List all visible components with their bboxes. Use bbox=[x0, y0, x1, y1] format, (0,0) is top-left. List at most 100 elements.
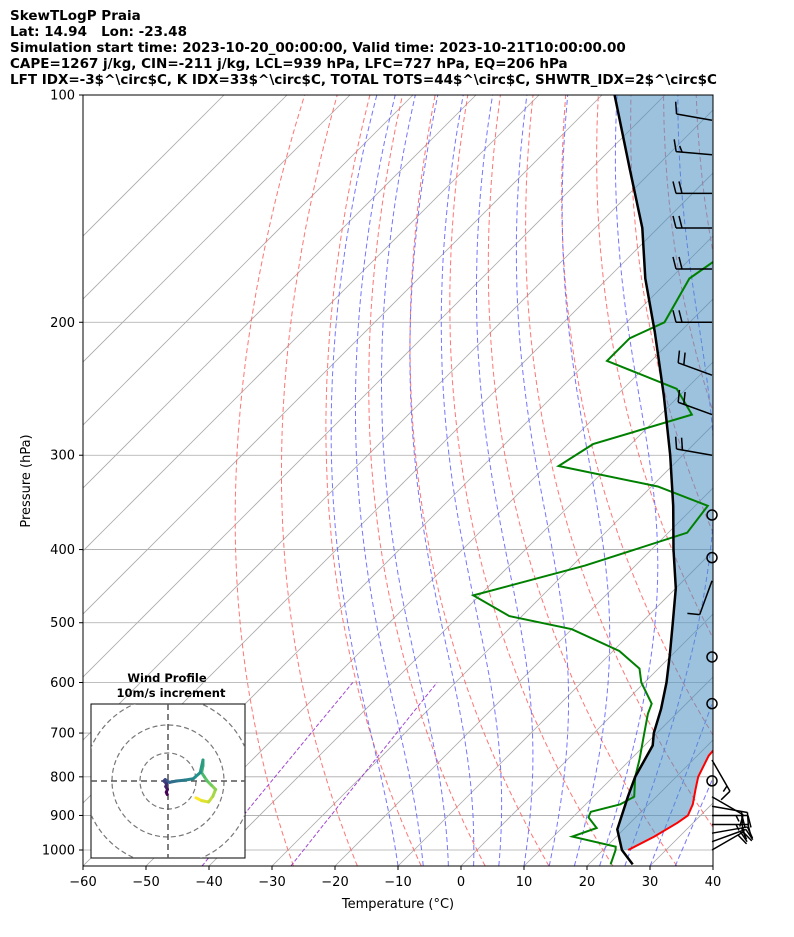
x-axis-ticks: −60 −50 −40 −30 −20 −10 0 10 20 30 40 bbox=[69, 866, 721, 890]
x-axis-label: Temperature (°C) bbox=[341, 897, 454, 912]
wind-barb bbox=[672, 310, 712, 324]
isotherm-line bbox=[83, 95, 540, 552]
isotherm-line bbox=[397, 550, 713, 866]
x-tick-label: −40 bbox=[195, 875, 222, 890]
isotherm-line bbox=[334, 487, 713, 866]
moist-adiabat-line bbox=[354, 95, 424, 866]
dry-adiabat-line bbox=[596, 95, 713, 640]
hodograph-title: Wind Profile bbox=[127, 671, 207, 685]
parcel-line bbox=[613, 95, 678, 866]
mixing-ratio-line bbox=[290, 682, 438, 866]
dewpoint-line bbox=[470, 260, 713, 865]
hodograph-trace-segment bbox=[164, 790, 169, 796]
wind-barb-staff bbox=[698, 580, 713, 615]
wind-barb-flag bbox=[677, 350, 681, 363]
x-tick-label: 40 bbox=[705, 875, 722, 890]
isotherm-line bbox=[712, 865, 713, 866]
wind-barb-flag bbox=[747, 824, 752, 837]
wind-barb-flag bbox=[678, 181, 683, 194]
cin-area bbox=[614, 95, 713, 850]
moist-adiabat-line bbox=[476, 95, 534, 866]
plot-area bbox=[83, 95, 794, 866]
wind-barb bbox=[672, 181, 712, 195]
wind-barb-flag bbox=[674, 101, 678, 115]
y-tick-label: 100 bbox=[50, 89, 75, 104]
wind-barb bbox=[712, 823, 752, 837]
dry-adiabat-line bbox=[729, 95, 794, 866]
wind-barb-staff bbox=[711, 826, 748, 834]
temperature-line bbox=[627, 749, 713, 851]
y-tick-label: 600 bbox=[50, 676, 75, 691]
isotherm-line bbox=[145, 298, 713, 866]
y-axis-ticks: 100 200 300 400 500 600 700 800 900 1000 bbox=[42, 89, 83, 859]
wind-barb-flag bbox=[672, 310, 677, 323]
y-tick-label: 700 bbox=[50, 727, 75, 742]
dry-adiabat-line bbox=[281, 95, 358, 866]
wind-barb-flag bbox=[672, 181, 677, 194]
wind-barb-flag bbox=[722, 785, 728, 793]
wind-barb-flag bbox=[678, 215, 683, 229]
wind-barb bbox=[711, 796, 744, 827]
wind-barbs bbox=[672, 101, 754, 851]
wind-barb bbox=[677, 350, 713, 376]
wind-barb-flag bbox=[678, 256, 683, 270]
isotherm-lines bbox=[83, 95, 713, 866]
calm-wind-circle bbox=[706, 551, 718, 564]
x-tick-label: −30 bbox=[258, 875, 285, 890]
wind-barb bbox=[673, 139, 713, 156]
wind-barb-flag bbox=[720, 790, 731, 801]
x-tick-label: −50 bbox=[132, 875, 159, 890]
wind-barb bbox=[711, 759, 731, 801]
moist-adiabat-line bbox=[561, 95, 611, 866]
wind-barb-flag bbox=[678, 145, 683, 153]
hodograph-plot bbox=[91, 704, 245, 858]
wind-barb-staff bbox=[676, 448, 713, 456]
wind-barb-flag bbox=[683, 352, 686, 365]
wind-barb-flag bbox=[674, 436, 678, 450]
isotherm-line bbox=[83, 95, 414, 426]
hodograph-inset: Wind Profile 10m/s increment bbox=[90, 671, 246, 859]
wind-barb-flag bbox=[680, 437, 684, 451]
header-indices: LFT IDX=-3$^\circ$C, K IDX=33$^\circ$C, … bbox=[10, 72, 717, 88]
y-tick-label: 500 bbox=[50, 616, 75, 631]
x-tick-label: −20 bbox=[321, 875, 348, 890]
wind-barb-flag bbox=[683, 391, 686, 405]
wind-barb-flag bbox=[672, 215, 677, 229]
y-tick-label: 1000 bbox=[42, 844, 75, 859]
wind-barb bbox=[672, 256, 712, 270]
y-tick-label: 200 bbox=[50, 316, 75, 331]
wind-barb-flag bbox=[687, 612, 700, 616]
y-tick-label: 800 bbox=[50, 770, 75, 785]
calm-wind-circle bbox=[706, 509, 718, 521]
wind-barb-flag bbox=[677, 389, 681, 403]
wind-barb bbox=[672, 215, 712, 229]
wind-barb bbox=[674, 436, 713, 456]
isotherm-line bbox=[460, 613, 713, 866]
chart-header: SkewTLogP Praia Lat: 14.94 Lon: -23.48 S… bbox=[10, 8, 717, 88]
wind-barb-flag bbox=[746, 812, 750, 825]
y-tick-label: 300 bbox=[50, 449, 75, 464]
header-cape-cin: CAPE=1267 j/kg, CIN=-211 j/kg, LCL=939 h… bbox=[10, 56, 568, 72]
wind-barb-flag bbox=[739, 814, 744, 827]
x-tick-label: −60 bbox=[69, 875, 96, 890]
moist-adiabat-line bbox=[330, 95, 399, 866]
wind-barb-flag bbox=[741, 824, 746, 837]
cape-cin-shading bbox=[614, 95, 713, 850]
isotherm-line bbox=[271, 424, 713, 866]
dry-adiabat-line bbox=[761, 95, 794, 866]
wind-barb-staff bbox=[711, 796, 744, 816]
y-tick-label: 900 bbox=[50, 809, 75, 824]
dry-adiabat-line bbox=[409, 95, 550, 866]
dry-adiabat-line bbox=[325, 95, 422, 866]
calm-wind-circle bbox=[706, 651, 718, 663]
dry-adiabat-line bbox=[234, 95, 306, 866]
moist-adiabat-line bbox=[674, 776, 713, 866]
x-tick-label: −10 bbox=[384, 875, 411, 890]
sounding-profiles bbox=[470, 95, 713, 866]
moist-adiabat-line bbox=[599, 95, 659, 866]
header-simulation-time: Simulation start time: 2023-10-20_00:00:… bbox=[10, 40, 626, 56]
y-tick-label: 400 bbox=[50, 543, 75, 558]
x-tick-label: 10 bbox=[516, 875, 533, 890]
isotherm-line bbox=[83, 95, 666, 678]
hodograph-trace-segment bbox=[191, 771, 202, 781]
